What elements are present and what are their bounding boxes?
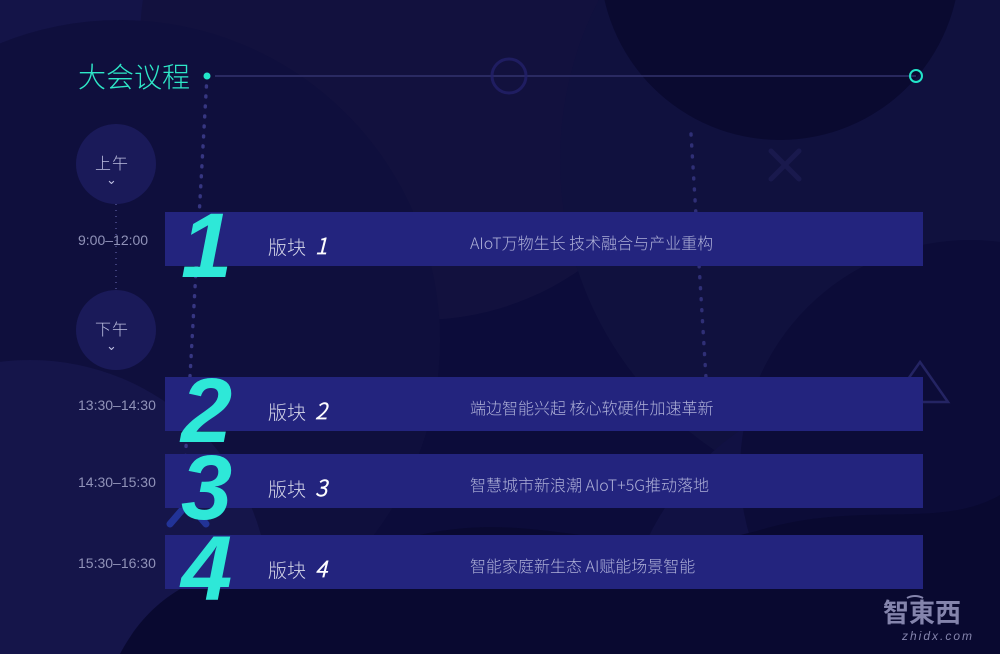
svg-text:智東西: 智東西 <box>883 593 961 626</box>
